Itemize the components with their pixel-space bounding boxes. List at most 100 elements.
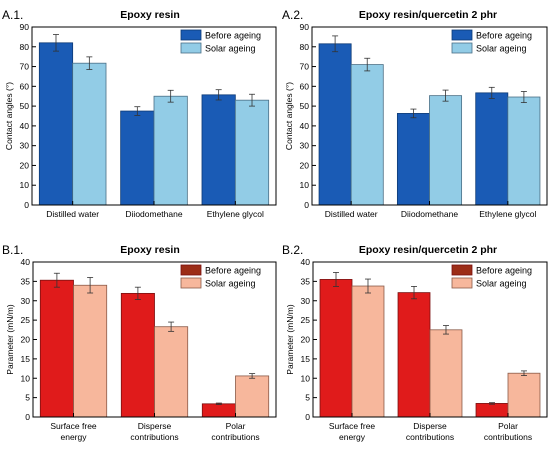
error-bar (489, 402, 496, 405)
y-tick-label: 40 (20, 121, 30, 131)
y-tick-label: 35 (21, 276, 31, 286)
legend-swatch (451, 29, 473, 41)
y-tick-label: 50 (20, 101, 30, 111)
legend-label: Before ageing (205, 31, 261, 41)
x-category-label: energy (339, 432, 366, 442)
bar-before-ageing (397, 292, 431, 418)
x-category-label: Ethylene glycol (479, 209, 536, 219)
y-tick-label: 60 (20, 81, 30, 91)
panel-label: B.2. (282, 243, 303, 257)
y-tick-label: 30 (21, 296, 31, 306)
bar-solar-ageing (507, 96, 541, 206)
x-category-label: energy (61, 432, 88, 442)
y-tick-label: 90 (300, 22, 310, 32)
error-bar (249, 373, 256, 379)
chart-title: Epoxy resin (120, 9, 180, 21)
y-tick-label: 40 (301, 257, 311, 267)
chart-panel-a1: A.1. Epoxy resin 0 10 20 30 40 50 60 70 80 90 Contac… (2, 8, 277, 219)
x-category-label: contributions (484, 432, 532, 442)
y-tick-label: 80 (20, 42, 30, 52)
y-tick-label: 0 (305, 412, 310, 422)
legend-label: Before ageing (476, 266, 532, 276)
legend-label: Solar ageing (205, 44, 256, 54)
y-tick-label: 15 (21, 354, 31, 364)
y-tick-label: 5 (305, 393, 310, 403)
chart-panel-b1: B.1. Epoxy resin 0 5 10 15 20 25 30 35 40 Parameter… (2, 243, 277, 442)
y-tick-label: 0 (25, 412, 30, 422)
y-tick-label: 50 (300, 101, 310, 111)
error-bar (167, 89, 174, 103)
x-category-label: contributions (211, 432, 259, 442)
y-tick-label: 20 (20, 160, 30, 170)
bar-solar-ageing (350, 64, 384, 206)
y-tick-label: 90 (20, 22, 30, 32)
error-bar (215, 402, 222, 406)
x-category-label: Disperse (138, 421, 172, 431)
error-bar (488, 86, 495, 99)
y-tick-label: 20 (300, 160, 310, 170)
y-axis-title: Contact angles (°) (284, 82, 294, 150)
bar-solar-ageing (153, 95, 188, 206)
error-bar (333, 272, 340, 287)
error-bar (168, 321, 175, 332)
y-tick-label: 40 (21, 257, 31, 267)
error-bar (442, 325, 449, 335)
bar-solar-ageing (73, 284, 108, 418)
y-tick-label: 10 (20, 180, 30, 190)
y-tick-label: 15 (301, 354, 311, 364)
y-tick-label: 10 (301, 373, 311, 383)
y-tick-label: 0 (24, 200, 29, 210)
bar-before-ageing (319, 279, 353, 418)
legend-swatch (180, 277, 202, 289)
bar-before-ageing (201, 94, 236, 206)
bar-solar-ageing (154, 326, 189, 418)
error-bar (87, 277, 94, 294)
y-tick-label: 10 (21, 373, 31, 383)
error-bar (53, 272, 60, 288)
bar-solar-ageing (72, 62, 107, 206)
bar-before-ageing (396, 113, 430, 206)
y-tick-label: 30 (301, 296, 311, 306)
legend-swatch (451, 277, 473, 289)
y-axis-title: Parameter (mN/m) (285, 304, 295, 375)
y-tick-label: 60 (300, 81, 310, 91)
error-bar (134, 286, 141, 300)
panel-label: B.1. (2, 243, 23, 257)
legend-swatch (451, 42, 473, 54)
y-tick-label: 30 (20, 141, 30, 151)
legend-label: Solar ageing (205, 279, 256, 289)
legend-swatch (180, 42, 202, 54)
y-tick-label: 70 (300, 62, 310, 72)
legend-label: Solar ageing (476, 279, 527, 289)
bar-before-ageing (318, 43, 352, 206)
y-tick-label: 20 (21, 335, 31, 345)
y-axis-title: Contact angles (°) (4, 82, 14, 150)
y-tick-label: 30 (300, 141, 310, 151)
x-category-label: Surface free (329, 421, 376, 431)
y-tick-label: 70 (20, 62, 30, 72)
error-bar (364, 278, 371, 294)
chart-title: Epoxy resin/quercetin 2 phr (359, 9, 497, 21)
bar-solar-ageing (429, 329, 463, 418)
x-category-label: Surface free (50, 421, 97, 431)
bar-solar-ageing (235, 375, 270, 418)
error-bar (52, 34, 59, 52)
legend-swatch (180, 29, 202, 41)
panel-label: A.2. (282, 8, 303, 22)
x-category-label: Distilled water (46, 209, 99, 219)
x-category-label: contributions (130, 432, 178, 442)
legend-label: Solar ageing (476, 44, 527, 54)
error-bar (442, 89, 449, 102)
legend-label: Before ageing (205, 266, 261, 276)
bar-solar-ageing (429, 95, 463, 206)
legend-swatch (451, 264, 473, 276)
legend-swatch (180, 264, 202, 276)
panel-label: A.1. (2, 8, 23, 22)
error-bar (520, 91, 527, 103)
bar-before-ageing (38, 42, 74, 206)
x-category-label: Distilled water (325, 209, 378, 219)
error-bar (134, 106, 141, 116)
chart-title: Epoxy resin (120, 244, 180, 256)
y-tick-label: 35 (301, 276, 311, 286)
error-bar (411, 286, 418, 300)
